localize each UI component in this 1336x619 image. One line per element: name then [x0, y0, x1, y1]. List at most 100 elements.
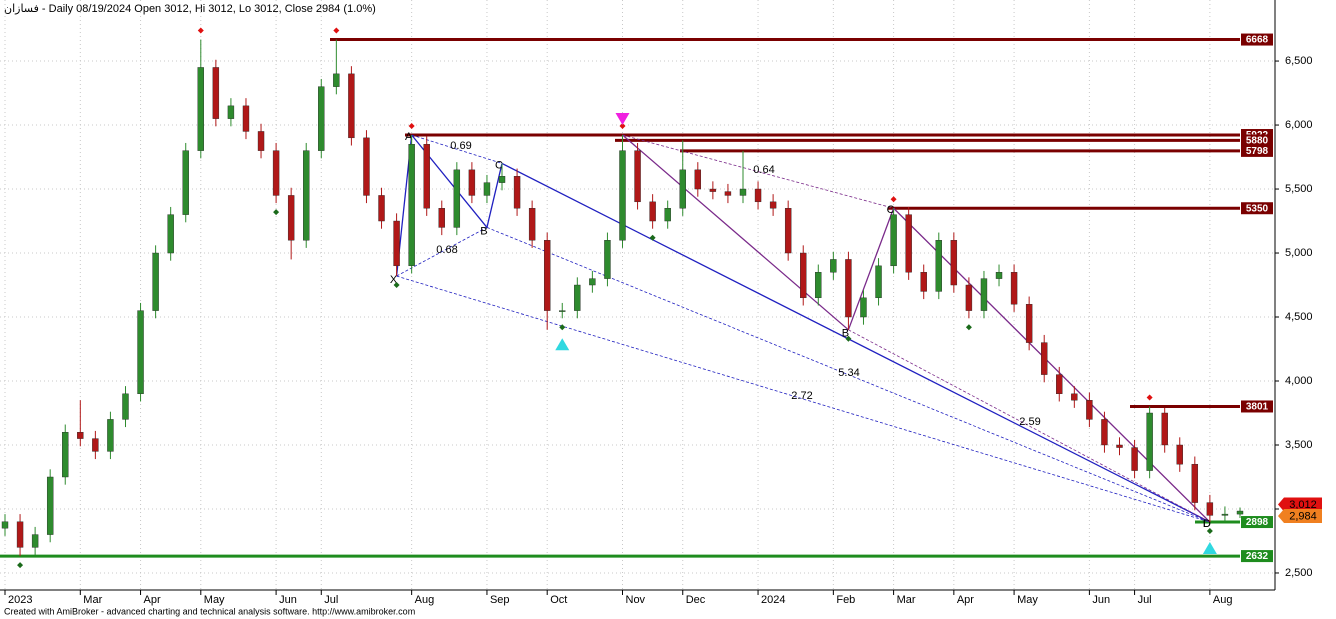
candle-body: [167, 214, 174, 254]
candle-body: [769, 201, 777, 209]
candle-body: [318, 86, 325, 151]
candle-body: [739, 188, 747, 196]
candle-body: [513, 176, 521, 209]
high-marker: [333, 27, 340, 34]
candle-body: [1161, 412, 1168, 446]
candle-body: [92, 438, 99, 452]
level-label: 2632: [1246, 551, 1269, 562]
candle-body: [1176, 444, 1183, 465]
candle-body: [754, 188, 762, 203]
candle-body: [363, 137, 370, 196]
high-marker: [1146, 394, 1153, 401]
pattern-ratio: 5.34: [838, 367, 859, 379]
low-marker: [393, 282, 400, 289]
candle-body: [348, 73, 355, 139]
pattern-line: [893, 207, 1211, 523]
candle-body: [1101, 419, 1108, 446]
candle-body: [453, 169, 461, 228]
candle-body: [905, 214, 912, 273]
high-marker: [408, 123, 415, 130]
pattern-line: [622, 134, 849, 331]
pattern-point-label: C: [495, 159, 503, 171]
candle-body: [152, 252, 159, 311]
x-tick-label: Jun: [279, 594, 297, 606]
price-tag: [1278, 497, 1322, 512]
y-tick-label: 2,500: [1285, 567, 1313, 579]
candle-body: [393, 220, 400, 267]
candle-body: [559, 310, 566, 312]
candle-body: [16, 521, 24, 548]
high-marker: [619, 123, 626, 130]
low-marker: [17, 562, 24, 569]
low-marker: [965, 324, 972, 331]
candle-body: [1041, 342, 1048, 375]
candle-body: [784, 208, 792, 254]
candle-body: [1086, 400, 1093, 420]
candle-body: [815, 272, 822, 299]
price-tag-label: 3,012: [1289, 499, 1317, 511]
candle-body: [227, 105, 235, 119]
x-tick-label: Apr: [144, 594, 161, 606]
candle-body: [679, 169, 686, 209]
level-tag: [1241, 134, 1273, 147]
candle-body: [980, 278, 988, 311]
pattern-dashed: [622, 134, 894, 209]
candle-body: [664, 208, 671, 222]
candle-body: [62, 431, 69, 478]
x-tick-label: Mar: [83, 594, 102, 606]
high-marker: [197, 27, 204, 34]
sell-arrow: [615, 113, 630, 126]
candle-body: [1010, 272, 1018, 305]
pattern-ratio: 2.72: [791, 390, 812, 402]
x-tick-label: Jul: [324, 594, 338, 606]
candle-body: [408, 144, 415, 267]
x-tick-label: Oct: [550, 594, 567, 606]
x-tick-label: Mar: [897, 594, 916, 606]
candle-body: [333, 73, 340, 87]
candle-body: [468, 169, 476, 196]
candle-body: [694, 169, 702, 190]
candle-body: [438, 208, 445, 228]
pattern-point-label: D: [1203, 518, 1211, 530]
candle-body: [875, 265, 882, 299]
pattern-point-label: X: [390, 274, 398, 286]
low-marker: [273, 209, 280, 216]
level-label: 2898: [1246, 517, 1269, 528]
buy-arrow: [555, 338, 570, 351]
chart-title: فسازان - Daily 08/19/2024 Open 3012, Hi …: [4, 3, 376, 15]
candle-body: [800, 252, 807, 299]
candle-body: [995, 272, 1003, 279]
candle-body: [619, 150, 626, 241]
level-tag: [1241, 400, 1273, 413]
low-marker: [649, 234, 656, 241]
pattern-point-label: B: [480, 225, 487, 237]
candle-body: [182, 150, 189, 215]
pattern-ratio: 0.69: [450, 140, 471, 152]
candle-body: [589, 278, 596, 286]
y-tick-label: 5,000: [1285, 247, 1313, 259]
x-tick-label: Apr: [957, 594, 974, 606]
candle-body: [423, 144, 430, 209]
level-label: 6668: [1246, 35, 1269, 46]
price-tag-label: 2,984: [1289, 510, 1317, 522]
level-tag: [1241, 144, 1273, 157]
low-marker: [559, 324, 566, 331]
low-marker: [845, 335, 852, 342]
candle-body: [1, 521, 9, 529]
x-tick-label: Feb: [836, 594, 855, 606]
candle-body: [1056, 374, 1063, 395]
candle-body: [845, 259, 852, 318]
footer: Created with AmiBroker - advanced charti…: [4, 606, 415, 616]
level-tag: [1241, 516, 1273, 529]
pattern-dashed: [396, 275, 1210, 523]
candle-body: [212, 67, 220, 119]
candle-body: [46, 476, 54, 535]
pattern-line: [847, 208, 895, 331]
candle-body: [950, 240, 958, 286]
pattern-point-label: A: [405, 131, 413, 143]
candle-body: [574, 284, 581, 311]
candle-body: [634, 150, 641, 203]
high-marker: [890, 196, 897, 203]
